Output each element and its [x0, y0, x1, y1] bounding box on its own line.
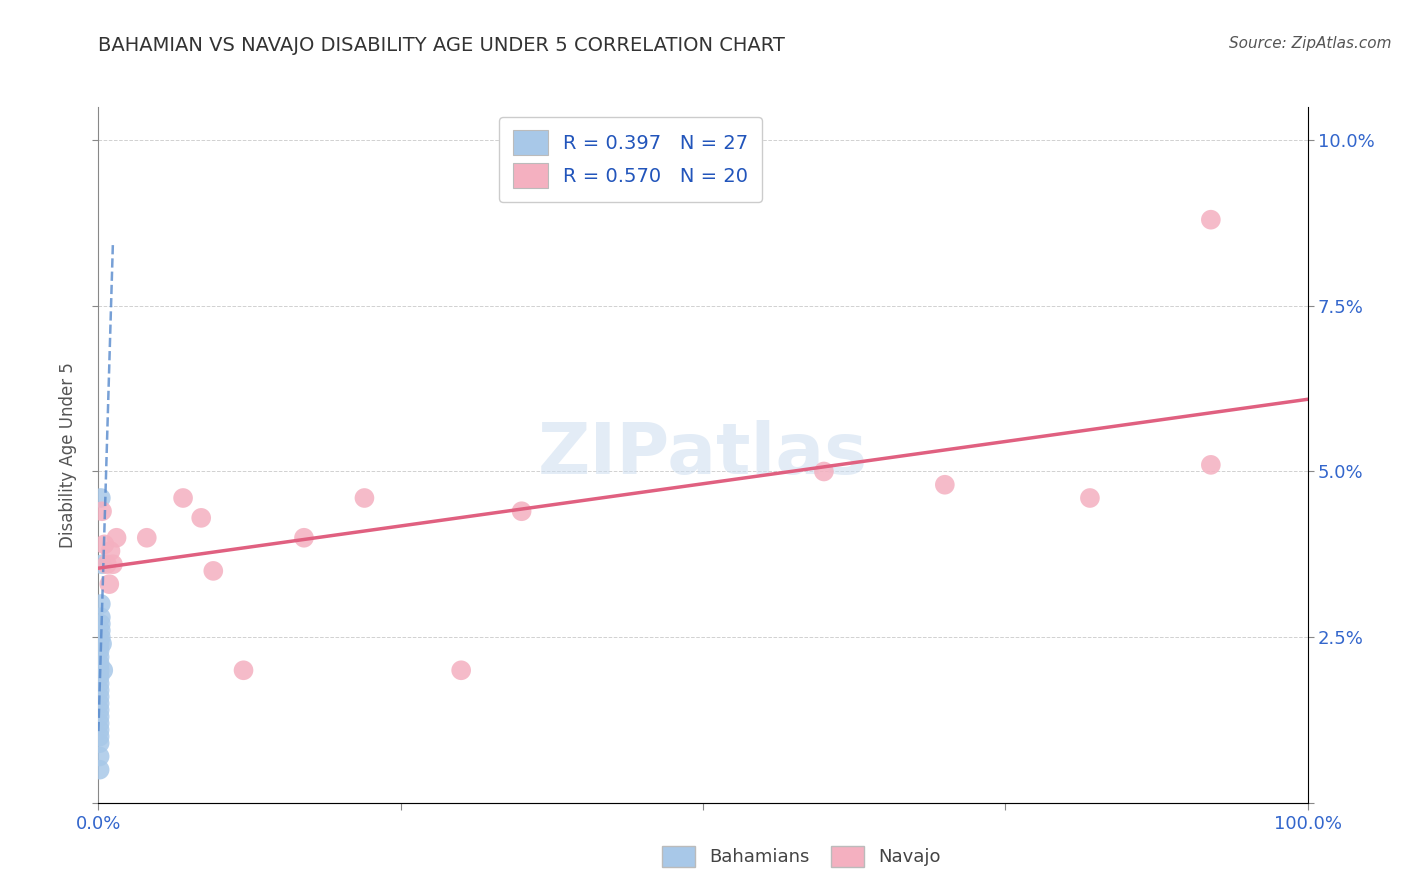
Point — [813, 465, 835, 479]
Text: ZIPatlas: ZIPatlas — [538, 420, 868, 490]
Point — [89, 763, 111, 777]
Point — [90, 630, 112, 644]
Point — [1199, 458, 1222, 472]
Point — [89, 663, 111, 677]
Point — [90, 624, 112, 638]
Point — [232, 663, 254, 677]
Point — [89, 703, 111, 717]
Point — [105, 531, 128, 545]
Point — [89, 657, 111, 671]
Point — [89, 697, 111, 711]
Point — [91, 637, 114, 651]
Point — [89, 730, 111, 744]
Point — [89, 683, 111, 698]
Point — [172, 491, 194, 505]
Point — [100, 544, 122, 558]
Point — [89, 716, 111, 731]
Point — [510, 504, 533, 518]
Point — [98, 577, 121, 591]
Point — [101, 558, 124, 572]
Point — [190, 511, 212, 525]
Y-axis label: Disability Age Under 5: Disability Age Under 5 — [59, 362, 77, 548]
Point — [90, 491, 112, 505]
Point — [93, 537, 115, 551]
Point — [89, 670, 111, 684]
Point — [1078, 491, 1101, 505]
Point — [90, 597, 112, 611]
Point — [353, 491, 375, 505]
Point — [89, 709, 111, 723]
Point — [89, 723, 111, 737]
Point — [1199, 212, 1222, 227]
Point — [89, 650, 111, 665]
Point — [202, 564, 225, 578]
Point — [89, 749, 111, 764]
Point — [450, 663, 472, 677]
Point — [292, 531, 315, 545]
Legend: R = 0.397   N = 27, R = 0.570   N = 20: R = 0.397 N = 27, R = 0.570 N = 20 — [499, 117, 762, 202]
Point — [91, 663, 114, 677]
Point — [90, 610, 112, 624]
Point — [91, 504, 114, 518]
Point — [90, 616, 112, 631]
Text: Source: ZipAtlas.com: Source: ZipAtlas.com — [1229, 36, 1392, 51]
Point — [96, 558, 118, 572]
Text: BAHAMIAN VS NAVAJO DISABILITY AGE UNDER 5 CORRELATION CHART: BAHAMIAN VS NAVAJO DISABILITY AGE UNDER … — [98, 36, 786, 54]
Point — [89, 637, 111, 651]
Point — [91, 558, 114, 572]
Point — [135, 531, 157, 545]
Legend: Bahamians, Navajo: Bahamians, Navajo — [655, 838, 948, 874]
Point — [89, 643, 111, 657]
Point — [89, 736, 111, 750]
Point — [89, 690, 111, 704]
Point — [89, 676, 111, 690]
Point — [934, 477, 956, 491]
